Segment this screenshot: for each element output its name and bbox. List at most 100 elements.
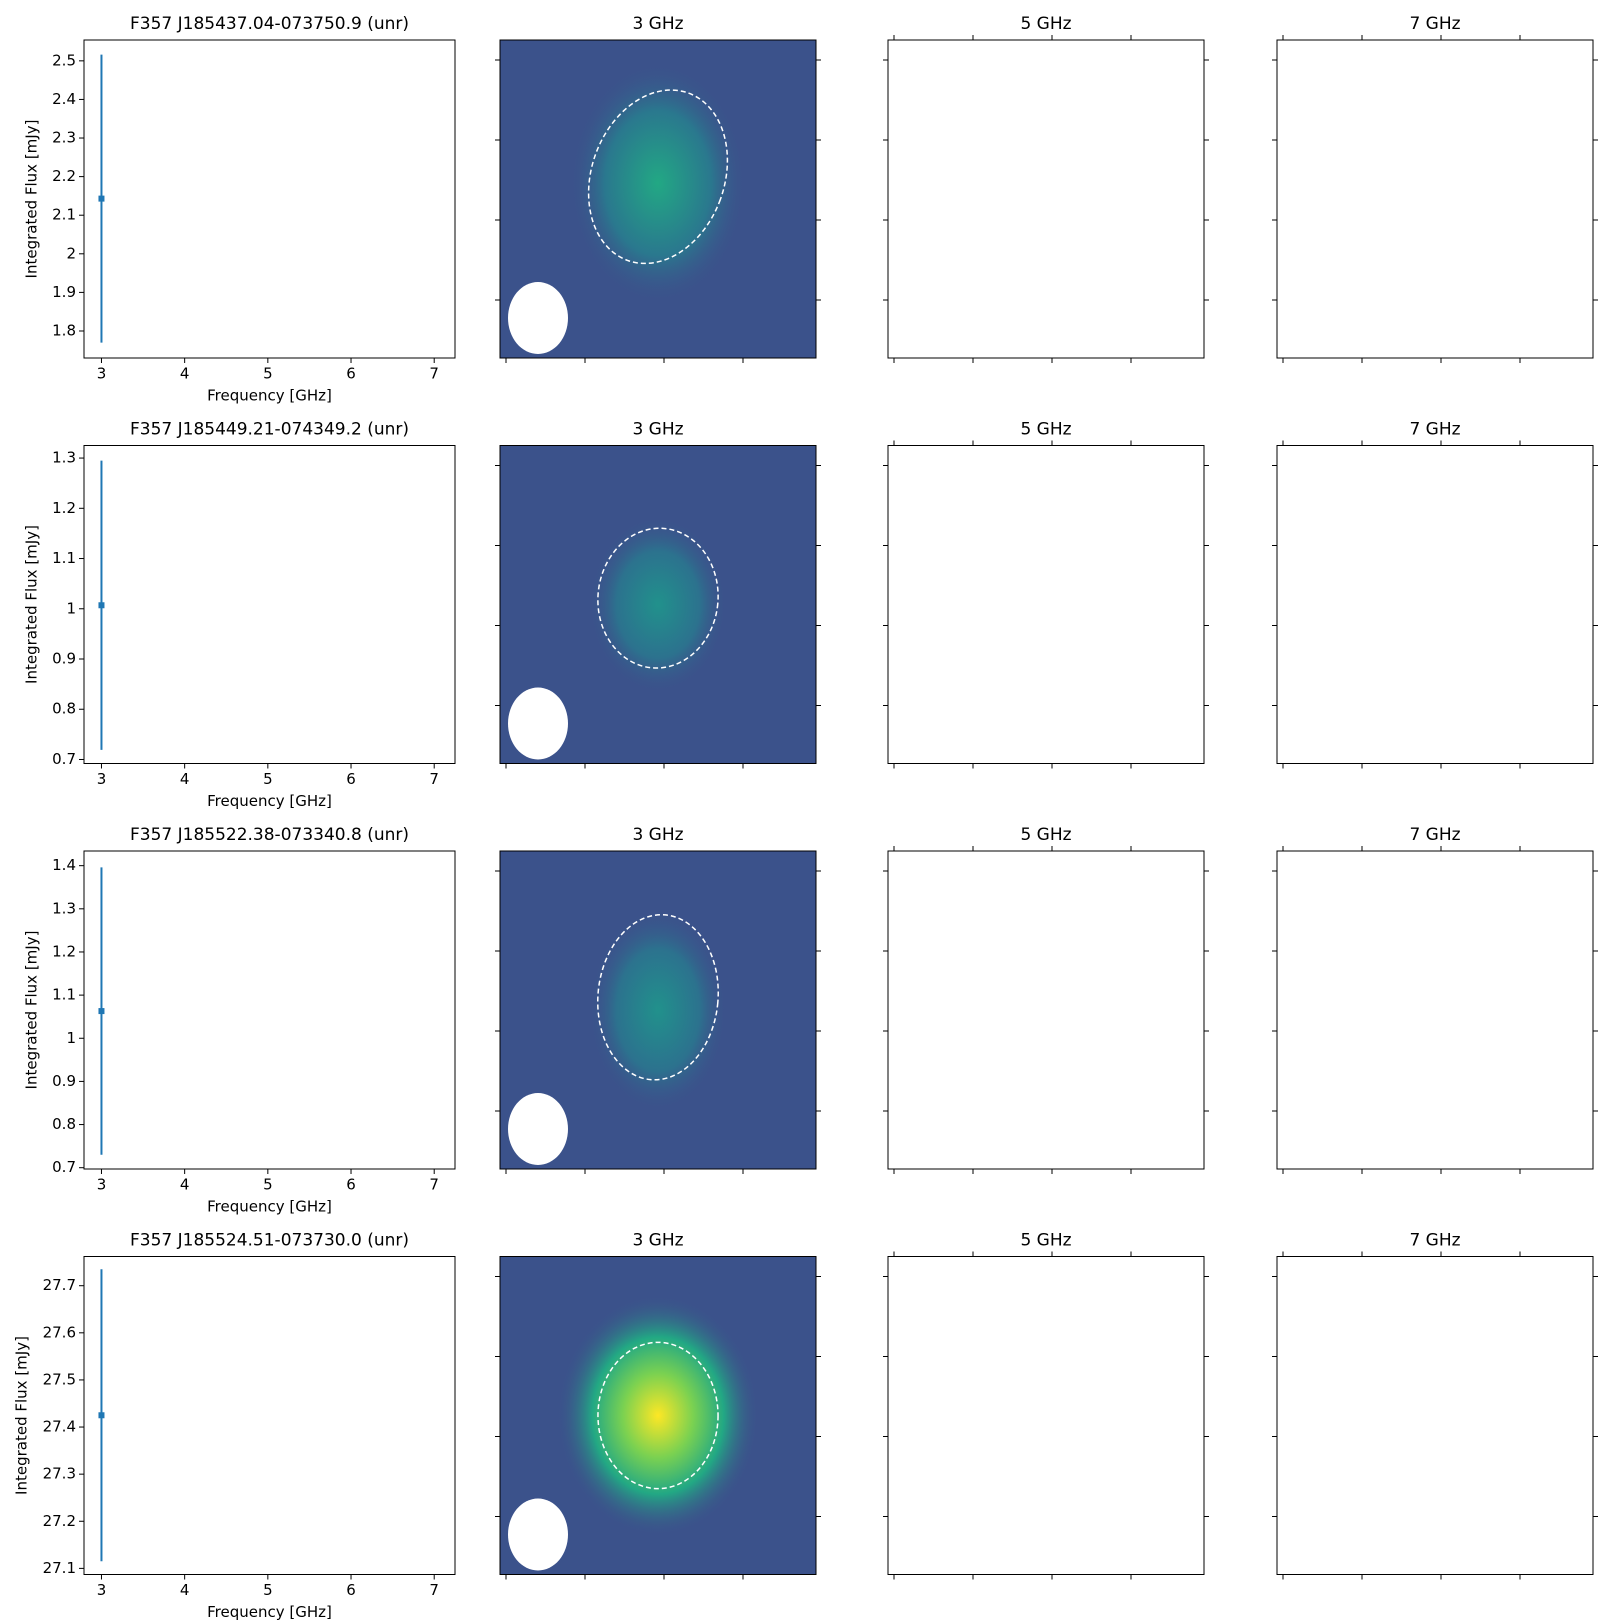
beam bbox=[508, 1498, 568, 1571]
y-tick-label: 27.5 bbox=[43, 1370, 76, 1388]
plot-frame bbox=[83, 445, 456, 764]
panel-title: 3 GHz bbox=[632, 14, 683, 34]
data-point bbox=[98, 1412, 105, 1419]
x-tick-label: 4 bbox=[180, 1176, 190, 1194]
panel-title: 7 GHz bbox=[1409, 825, 1460, 845]
x-tick-label: 5 bbox=[263, 365, 273, 383]
plot-frame bbox=[83, 39, 456, 359]
panel-title: 5 GHz bbox=[1020, 825, 1071, 845]
y-tick-label: 0.9 bbox=[52, 650, 76, 668]
x-tick-label: 3 bbox=[97, 1581, 107, 1599]
y-tick-label: 0.8 bbox=[52, 1115, 76, 1133]
panel-frame bbox=[499, 1256, 817, 1575]
y-tick-label: 0.8 bbox=[52, 700, 76, 718]
source-fit bbox=[597, 527, 719, 669]
y-tick-label: 27.1 bbox=[43, 1559, 76, 1577]
image-source bbox=[556, 1294, 760, 1537]
source-fit bbox=[597, 913, 719, 1081]
source-fit bbox=[587, 89, 729, 265]
source-fit bbox=[597, 1341, 719, 1490]
x-axis-label: Frequency [GHz] bbox=[207, 792, 332, 810]
panel-title: 5 GHz bbox=[1020, 420, 1071, 440]
y-axis-label: Integrated Flux [mJy] bbox=[13, 1336, 31, 1495]
panel-frame bbox=[887, 445, 1205, 764]
y-tick-label: 2.1 bbox=[52, 206, 76, 224]
panel-frame bbox=[1276, 445, 1594, 764]
image-source bbox=[569, 62, 747, 304]
panel-title: 5 GHz bbox=[1020, 14, 1071, 34]
y-tick-label: 2.5 bbox=[52, 51, 76, 69]
x-tick-label: 4 bbox=[180, 1581, 190, 1599]
x-tick-label: 7 bbox=[429, 770, 439, 788]
y-tick-label: 0.7 bbox=[52, 1158, 76, 1176]
panel-frame bbox=[499, 445, 817, 764]
y-axis-label: Integrated Flux [mJy] bbox=[23, 525, 41, 684]
x-tick-label: 7 bbox=[429, 1581, 439, 1599]
panel-title: 7 GHz bbox=[1409, 1231, 1460, 1251]
x-tick-label: 7 bbox=[429, 1176, 439, 1194]
panel-title: 7 GHz bbox=[1409, 420, 1460, 440]
plot-title: F357 J185437.04-073750.9 (unr) bbox=[130, 14, 409, 34]
y-tick-label: 2.2 bbox=[52, 167, 76, 185]
x-tick-label: 3 bbox=[97, 770, 107, 788]
plot-frame bbox=[83, 1256, 456, 1575]
y-tick-label: 1.3 bbox=[52, 899, 76, 917]
y-tick-label: 1.9 bbox=[52, 283, 76, 301]
panel-title: 3 GHz bbox=[632, 420, 683, 440]
x-tick-label: 4 bbox=[180, 365, 190, 383]
y-tick-label: 27.7 bbox=[43, 1276, 76, 1294]
panel-frame bbox=[1276, 39, 1594, 359]
beam bbox=[508, 282, 568, 354]
y-tick-label: 27.4 bbox=[43, 1418, 76, 1436]
panel-title: 3 GHz bbox=[632, 825, 683, 845]
y-tick-label: 2.4 bbox=[52, 90, 76, 108]
image-source bbox=[588, 515, 728, 694]
x-axis-label: Frequency [GHz] bbox=[207, 1603, 332, 1620]
x-tick-label: 6 bbox=[346, 770, 356, 788]
y-tick-label: 1.2 bbox=[52, 499, 76, 517]
plot-title: F357 J185449.21-074349.2 (unr) bbox=[130, 420, 409, 440]
y-tick-label: 1.4 bbox=[52, 856, 76, 874]
panel-frame bbox=[887, 1256, 1205, 1575]
panel-title: 7 GHz bbox=[1409, 14, 1460, 34]
y-tick-label: 27.3 bbox=[43, 1465, 76, 1483]
y-tick-label: 1.3 bbox=[52, 449, 76, 467]
x-tick-label: 5 bbox=[263, 1581, 273, 1599]
x-axis-label: Frequency [GHz] bbox=[207, 387, 332, 405]
y-tick-label: 0.7 bbox=[52, 750, 76, 768]
y-tick-label: 1.1 bbox=[52, 986, 76, 1004]
y-tick-label: 1 bbox=[66, 599, 76, 617]
panel-frame bbox=[887, 39, 1205, 359]
data-point bbox=[98, 602, 105, 609]
panel-frame bbox=[499, 39, 817, 359]
data-point bbox=[98, 195, 105, 202]
y-tick-label: 27.6 bbox=[43, 1323, 76, 1341]
beam bbox=[508, 687, 568, 760]
panel-title: 3 GHz bbox=[632, 1231, 683, 1251]
panel-frame bbox=[1276, 850, 1594, 1170]
panel-frame bbox=[887, 850, 1205, 1170]
y-tick-label: 2.3 bbox=[52, 129, 76, 147]
x-tick-label: 3 bbox=[97, 1176, 107, 1194]
data-point bbox=[98, 1008, 105, 1015]
x-tick-label: 5 bbox=[263, 770, 273, 788]
plot-frame bbox=[83, 850, 456, 1170]
y-tick-label: 27.2 bbox=[43, 1512, 76, 1530]
x-tick-label: 3 bbox=[97, 365, 107, 383]
x-tick-label: 6 bbox=[346, 1581, 356, 1599]
y-axis-label: Integrated Flux [mJy] bbox=[23, 120, 41, 279]
y-tick-label: 0.9 bbox=[52, 1072, 76, 1090]
panel-title: 5 GHz bbox=[1020, 1231, 1071, 1251]
x-tick-label: 6 bbox=[346, 365, 356, 383]
y-tick-label: 2 bbox=[66, 244, 76, 262]
y-axis-label: Integrated Flux [mJy] bbox=[23, 931, 41, 1090]
panel-frame bbox=[1276, 1256, 1594, 1575]
y-tick-label: 1.2 bbox=[52, 942, 76, 960]
x-tick-label: 5 bbox=[263, 1176, 273, 1194]
x-tick-label: 4 bbox=[180, 770, 190, 788]
beam bbox=[508, 1093, 568, 1165]
y-tick-label: 1.1 bbox=[52, 549, 76, 567]
panel-frame bbox=[499, 850, 817, 1170]
